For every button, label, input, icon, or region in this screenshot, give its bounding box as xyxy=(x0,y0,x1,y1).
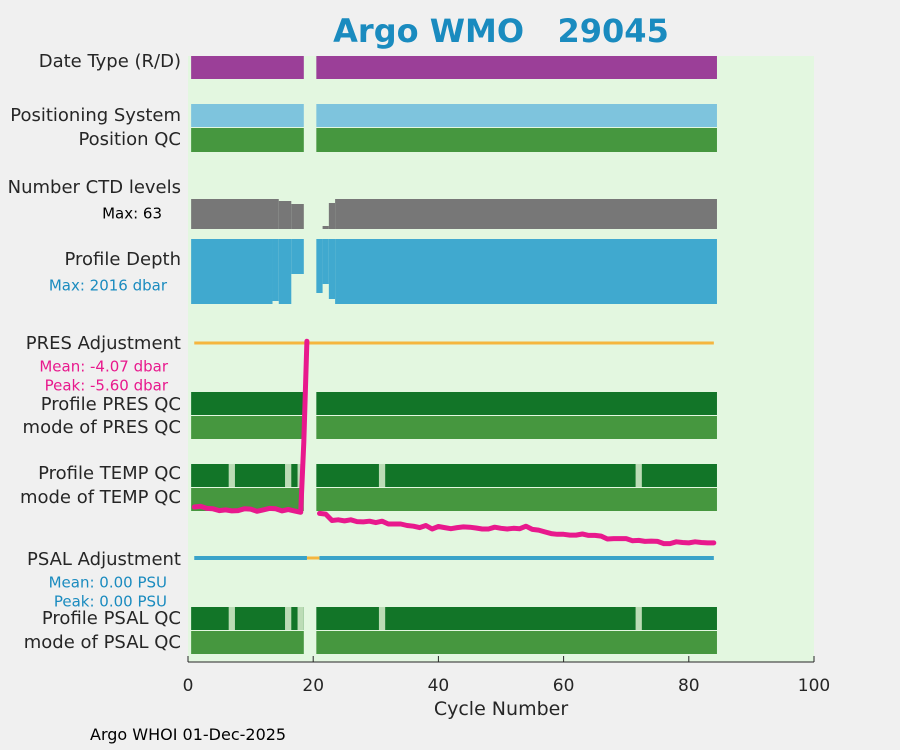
ctd-levels-seg-4 xyxy=(322,226,329,229)
pres-adjustment-series-1 xyxy=(191,338,310,515)
ctd-max-annotation: Max: 63 xyxy=(102,205,162,223)
x-axis-label: Cycle Number xyxy=(433,698,569,720)
chart-title: Argo WMO 29045 xyxy=(333,12,669,50)
row-label-7: mode of PRES QC xyxy=(23,417,181,438)
row-label-12: mode of PSAL QC xyxy=(24,632,181,653)
x-tick-label-5: 100 xyxy=(798,676,830,696)
plot-area xyxy=(188,56,814,662)
profile-temp-qc-mark-3 xyxy=(378,464,386,487)
row-label-10: PSAL Adjustment xyxy=(27,549,181,570)
positioning-system-bar-seg-2 xyxy=(316,104,717,127)
profile-psal-qc-mark-0 xyxy=(228,607,235,630)
x-tick-label-1: 20 xyxy=(302,676,324,696)
profile-psal-qc-bar-seg-1 xyxy=(191,607,304,630)
profile-pres-qc-bar-seg-1 xyxy=(191,392,304,415)
psal-mean-annotation: Mean: 0.00 PSU xyxy=(49,574,167,592)
position-qc-bar-seg-1 xyxy=(191,128,304,152)
ctd-levels-seg-6 xyxy=(335,199,717,229)
row-label-3: Number CTD levels xyxy=(8,177,181,198)
date-type-bar-seg-2 xyxy=(316,56,717,79)
profile-temp-qc-bar-seg-2 xyxy=(316,464,717,487)
profile-psal-qc-mark-2 xyxy=(297,607,304,630)
row-label-8: Profile TEMP QC xyxy=(38,463,181,484)
profile-temp-qc-mark-0 xyxy=(228,464,235,487)
row-label-11: Profile PSAL QC xyxy=(42,608,181,629)
pres-adjustment-series-2 xyxy=(317,510,717,547)
profile-depth-seg-5 xyxy=(316,239,323,293)
ctd-levels-seg-5 xyxy=(328,203,336,229)
ctd-levels-seg-3 xyxy=(291,204,304,229)
ctd-levels-seg-1 xyxy=(191,199,279,229)
footer-credit: Argo WHOI 01-Dec-2025 xyxy=(90,725,287,744)
mode-psal-qc-bar-seg-1 xyxy=(191,631,304,654)
profile-psal-qc-mark-3 xyxy=(378,607,386,630)
x-tick-label-3: 60 xyxy=(553,676,575,696)
profile-depth-seg-7 xyxy=(328,239,336,299)
position-qc-bar-seg-2 xyxy=(316,128,717,152)
row-label-1: Positioning System xyxy=(10,105,181,126)
profile-psal-qc-mark-1 xyxy=(285,607,292,630)
mode-pres-qc-bar-seg-1 xyxy=(191,416,304,439)
profile-temp-qc-bar-seg-1 xyxy=(191,464,304,487)
profile-depth-seg-1 xyxy=(191,239,273,304)
profile-psal-qc-bar-seg-2 xyxy=(316,607,717,630)
profile-temp-qc-mark-4 xyxy=(635,464,642,487)
x-tick-label-0: 0 xyxy=(183,676,194,696)
profile-depth-seg-6 xyxy=(322,239,329,284)
profile-depth-seg-4 xyxy=(291,239,304,274)
row-label-5: PRES Adjustment xyxy=(26,333,181,354)
mode-pres-qc-bar-seg-2 xyxy=(316,416,717,439)
row-label-6: Profile PRES QC xyxy=(41,394,181,415)
row-label-4: Profile Depth xyxy=(64,249,181,270)
row-label-9: mode of TEMP QC xyxy=(20,487,181,508)
profile-depth-seg-2 xyxy=(272,239,279,301)
date-type-bar-seg-1 xyxy=(191,56,304,79)
x-tick-label-2: 40 xyxy=(428,676,450,696)
profile-depth-seg-3 xyxy=(278,239,292,304)
row-label-0: Date Type (R/D) xyxy=(39,51,181,72)
mode-temp-qc-bar-seg-2 xyxy=(316,488,717,511)
mode-psal-qc-bar-seg-2 xyxy=(316,631,717,654)
profile-psal-qc-mark-4 xyxy=(635,607,642,630)
x-tick-label-4: 80 xyxy=(678,676,700,696)
psal-peak-annotation: Peak: 0.00 PSU xyxy=(54,593,167,611)
profile-pres-qc-bar-seg-2 xyxy=(316,392,717,415)
mode-temp-qc-bar-seg-1 xyxy=(191,488,304,511)
depth-max-annotation: Max: 2016 dbar xyxy=(49,277,168,295)
positioning-system-bar-seg-1 xyxy=(191,104,304,127)
ctd-levels-seg-2 xyxy=(278,201,292,229)
pres-peak-annotation: Peak: -5.60 dbar xyxy=(45,377,169,395)
profile-temp-qc-mark-1 xyxy=(285,464,292,487)
pres-mean-annotation: Mean: -4.07 dbar xyxy=(39,358,169,376)
row-label-2: Position QC xyxy=(78,129,181,150)
profile-depth-seg-8 xyxy=(335,239,717,304)
